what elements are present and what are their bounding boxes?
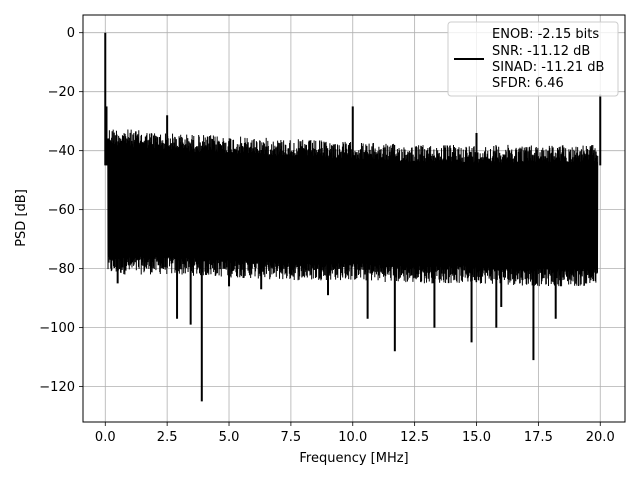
legend-sfdr: SFDR: 6.46 bbox=[492, 76, 564, 91]
y-axis-ticks: 0 −20 −40 −60 −80 −100 −120 bbox=[39, 26, 83, 395]
x-tick-label: 12.5 bbox=[400, 430, 429, 445]
x-tick-label: 0.0 bbox=[95, 430, 116, 445]
psd-series bbox=[104, 32, 602, 402]
y-tick-label: 0 bbox=[67, 26, 75, 41]
x-tick-label: 7.5 bbox=[281, 430, 302, 445]
y-tick-label: −40 bbox=[48, 144, 75, 159]
y-tick-label: −80 bbox=[48, 262, 75, 277]
legend-sinad: SINAD: -11.21 dB bbox=[492, 60, 604, 75]
legend-enob: ENOB: -2.15 bits bbox=[492, 27, 599, 42]
y-tick-label: −120 bbox=[39, 380, 75, 395]
x-axis-ticks: 0.0 2.5 5.0 7.5 10.0 12.5 15.0 17.5 20.0 bbox=[95, 422, 615, 445]
y-tick-label: −60 bbox=[48, 203, 75, 218]
x-tick-label: 2.5 bbox=[157, 430, 178, 445]
x-tick-label: 20.0 bbox=[586, 430, 615, 445]
y-tick-label: −20 bbox=[48, 85, 75, 100]
y-tick-label: −100 bbox=[39, 321, 75, 336]
plot-frame bbox=[82, 14, 626, 423]
x-tick-label: 10.0 bbox=[338, 430, 367, 445]
x-axis-label: Frequency [MHz] bbox=[299, 451, 408, 466]
legend-box bbox=[447, 21, 619, 97]
x-tick-label: 17.5 bbox=[524, 430, 553, 445]
legend-snr: SNR: -11.12 dB bbox=[492, 44, 590, 59]
x-tick-label: 5.0 bbox=[219, 430, 240, 445]
x-tick-label: 15.0 bbox=[462, 430, 491, 445]
y-axis-label: PSD [dB] bbox=[14, 189, 29, 247]
legend: ENOB: -2.15 bits SNR: -11.12 dB SINAD: -… bbox=[447, 21, 619, 97]
